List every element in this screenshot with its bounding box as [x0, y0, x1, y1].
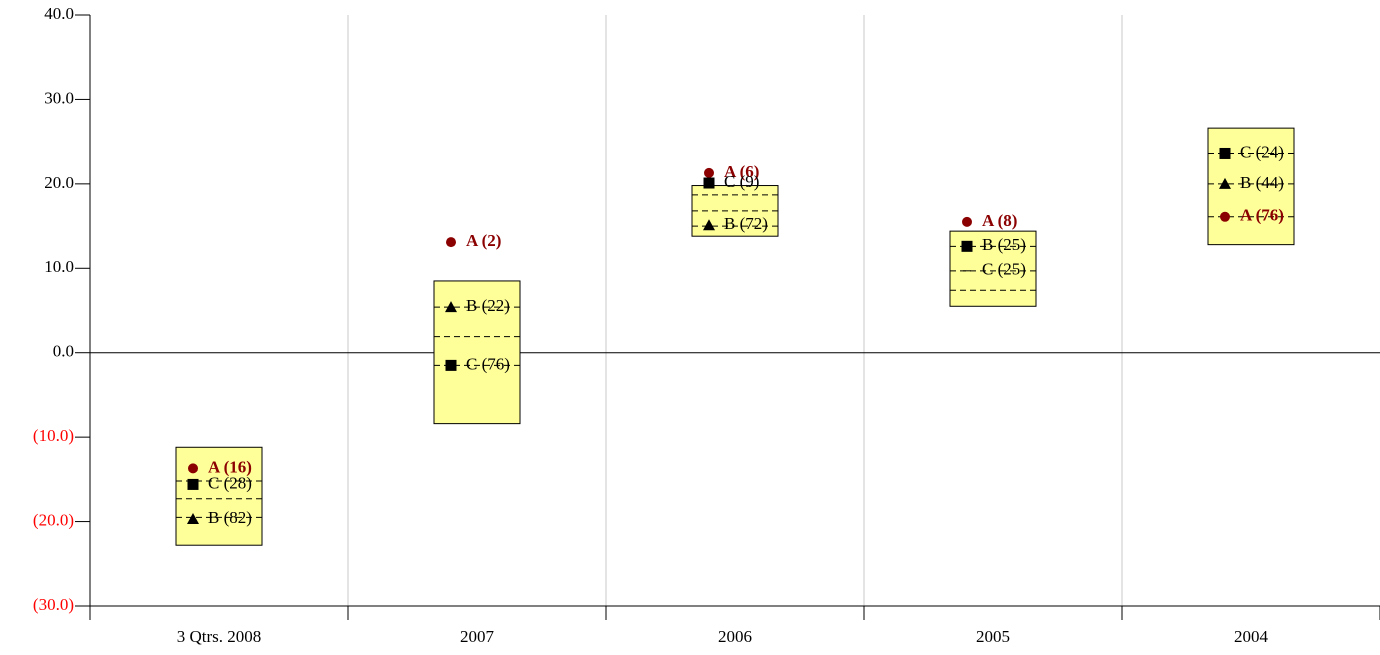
- x-tick-label: 2006: [718, 627, 752, 646]
- marker: [445, 301, 457, 313]
- y-tick-label: 20.0: [44, 173, 74, 192]
- point-label: A (8): [982, 211, 1017, 230]
- marker: [446, 237, 456, 248]
- marker: [1220, 211, 1230, 222]
- y-tick-label: 10.0: [44, 257, 74, 276]
- y-tick-label: 30.0: [44, 88, 74, 107]
- marker: [187, 478, 199, 490]
- marker: [187, 513, 199, 525]
- marker: [704, 167, 714, 178]
- point-label: C (25): [982, 260, 1026, 279]
- point-label: C (24): [1240, 142, 1284, 161]
- point-label: A (76): [1240, 206, 1284, 225]
- box: [433, 280, 521, 425]
- x-tick-label: 2004: [1234, 627, 1269, 646]
- marker: [703, 177, 715, 189]
- x-tick-label: 3 Qtrs. 2008: [177, 627, 262, 646]
- x-tick-label: 2007: [460, 627, 495, 646]
- y-tick-label: (20.0): [33, 510, 74, 529]
- marker: [1219, 177, 1231, 189]
- marker: [445, 359, 457, 371]
- y-tick-label: 40.0: [44, 4, 74, 23]
- marker: [962, 216, 972, 227]
- point-label: A (16): [208, 457, 252, 476]
- point-label: B (82): [208, 508, 252, 527]
- x-tick-label: 2005: [976, 627, 1010, 646]
- point-label: B (44): [1240, 173, 1284, 192]
- y-tick-label: 0.0: [53, 342, 74, 361]
- point-label: A (6): [724, 162, 759, 181]
- point-label: A (2): [466, 231, 501, 250]
- box: [175, 446, 263, 546]
- marker: [188, 463, 198, 474]
- point-label: C (9): [724, 172, 759, 191]
- point-label: B (25): [982, 235, 1026, 254]
- marker: [961, 240, 973, 252]
- point-label: C (28): [208, 473, 252, 492]
- point-label: B (22): [466, 296, 510, 315]
- marker: [1219, 147, 1231, 159]
- point-label: C (76): [466, 354, 510, 373]
- y-tick-label: (30.0): [33, 595, 74, 614]
- point-label: B (72): [724, 214, 768, 233]
- marker: [703, 219, 715, 231]
- y-tick-label: (10.0): [33, 426, 74, 445]
